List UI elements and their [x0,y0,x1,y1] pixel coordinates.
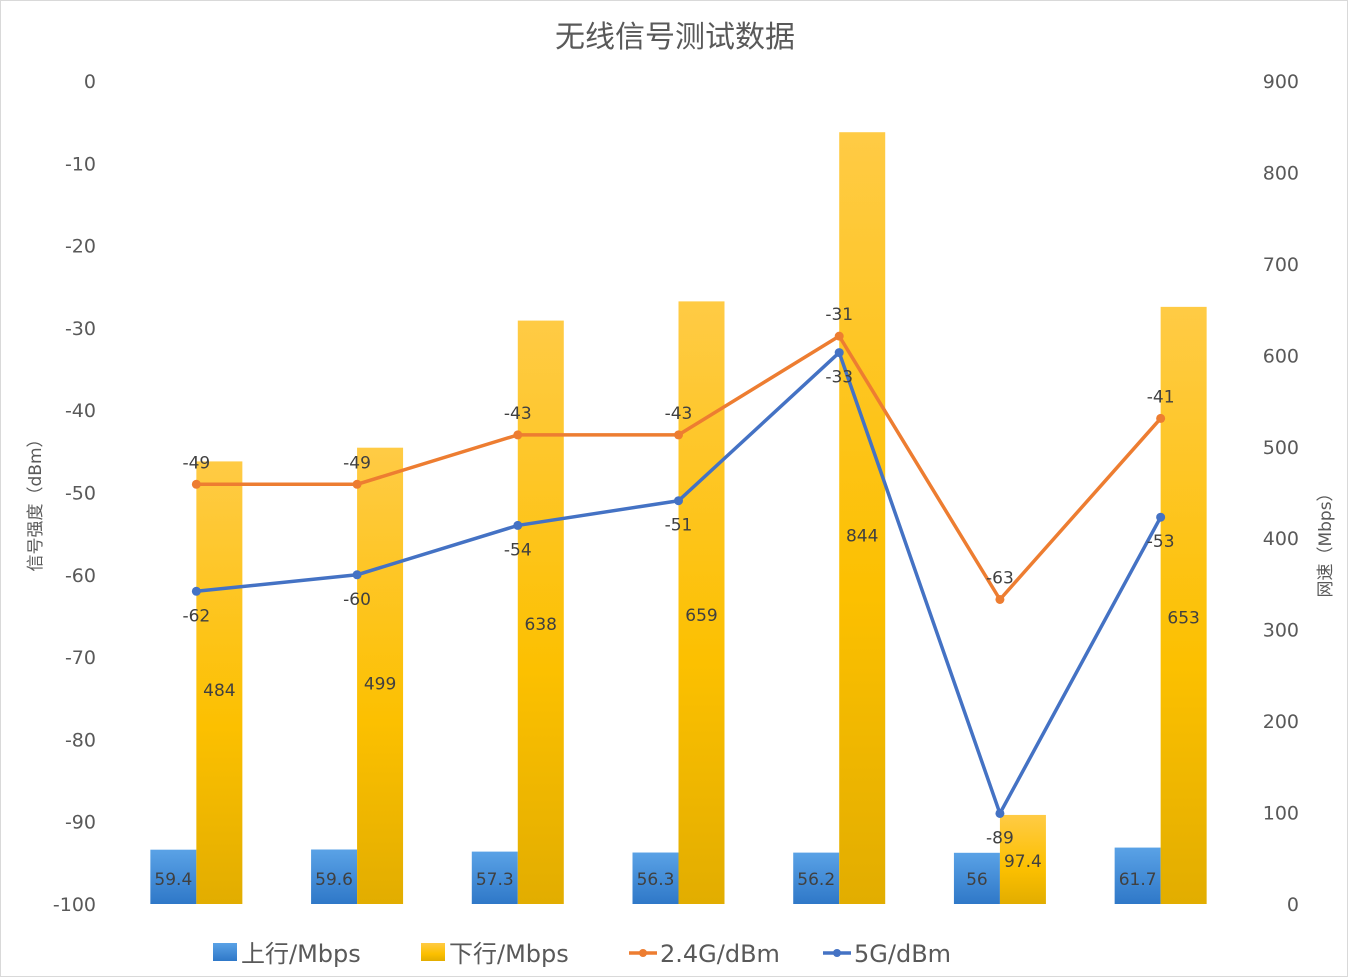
upload-bar [311,849,358,904]
label-2-4g: -49 [182,453,210,473]
legend-label: 上行/Mbps [241,940,361,968]
y-left-tick: -70 [65,647,96,669]
point-5g [191,586,201,596]
y-left-tick: -40 [65,400,96,422]
label-5g: -53 [1147,532,1175,552]
chart-title: 无线信号测试数据 [555,20,795,55]
download-bar-label: 484 [203,681,235,701]
legend-label: 下行/Mbps [449,940,569,968]
point-5g [995,808,1005,818]
y-left-tick: -50 [65,483,96,505]
download-bar [999,814,1046,904]
y-right-tick: 300 [1263,620,1299,642]
upload-bar [793,852,840,904]
download-bar [678,301,725,904]
point-2-4g [1156,413,1166,423]
upload-bar-label: 56 [966,870,988,890]
legend-label: 2.4G/dBm [660,940,780,968]
y-right-tick: 900 [1263,71,1299,93]
download-bar [357,447,404,904]
point-2-4g [995,594,1005,604]
point-2-4g [191,479,201,489]
bar-series [150,132,1207,905]
download-bar [517,320,564,904]
legend-swatch-marker [639,949,647,957]
label-5g: -54 [504,540,532,560]
download-bar-label: 97.4 [1004,852,1042,872]
label-2-4g: -49 [343,453,371,473]
download-bar-label: 844 [846,526,878,546]
upload-bar [953,852,1000,904]
y-left-axis-title: 信号强度（dBm） [26,430,46,571]
y-left-tick: -80 [65,729,96,751]
point-5g [352,570,362,580]
y-right-tick: 600 [1263,345,1299,367]
download-bar [839,132,886,905]
y-left-tick-labels: 0 -10 -20 -30 -40 -50 -60 -70 -80 -90 -100 [53,71,96,916]
point-2-4g [674,430,683,440]
y-right-tick: 400 [1263,528,1299,550]
point-5g [513,520,523,530]
label-2-4g: -63 [986,568,1014,588]
y-left-tick: -60 [65,565,96,587]
download-bar-label: 638 [525,615,557,635]
label-5g: -89 [986,828,1014,848]
point-2-4g [834,331,844,341]
y-right-tick: 0 [1287,894,1299,916]
legend-swatch [213,943,237,961]
download-bar [1160,306,1207,904]
point-5g [1156,512,1166,522]
y-left-tick: -90 [65,812,96,834]
y-right-tick: 200 [1263,711,1299,733]
download-bar [196,461,243,904]
y-right-tick: 500 [1263,437,1299,459]
line-series [191,331,1166,818]
upload-bar [632,852,679,904]
label-5g: -51 [665,516,693,536]
y-right-tick: 100 [1263,803,1299,825]
upload-bar [150,849,197,904]
upload-bar-label: 59.6 [315,870,353,890]
point-5g [674,496,683,506]
y-right-tick: 800 [1263,162,1299,184]
download-bar-label: 659 [685,606,717,626]
label-5g: -33 [825,368,853,388]
legend-label: 5G/dBm [854,940,951,968]
legend-swatch-marker [833,949,841,957]
label-2-4g: -43 [665,404,693,424]
point-2-4g [352,479,362,489]
label-5g: -62 [182,606,210,626]
y-right-tick-labels: 900 800 700 600 500 400 300 200 100 0 [1263,71,1299,916]
upload-bar [1114,847,1161,904]
upload-bar-label: 57.3 [476,870,514,890]
point-2-4g [513,430,523,440]
upload-bar [471,851,518,904]
upload-bar-label: 59.4 [154,870,192,890]
data-labels: 59.4 59.6 57.3 56.3 56.2 56 61.7 484 499 638 659 84… [154,305,1199,890]
upload-bar-label: 56.3 [637,870,675,890]
legend-swatch [421,943,445,961]
label-2-4g: -43 [504,404,532,424]
point-5g [834,348,844,358]
y-left-tick: -20 [65,236,96,258]
y-left-tick: -10 [65,153,96,175]
label-5g: -60 [343,590,371,610]
y-left-tick: -100 [53,894,96,916]
upload-bar-label: 61.7 [1119,870,1157,890]
y-left-tick: -30 [65,318,96,340]
legend: 上行/Mbps 下行/Mbps 2.4G/dBm 5G/dBm [213,940,951,968]
y-right-tick: 700 [1263,254,1299,276]
upload-bar-label: 56.2 [797,870,835,890]
download-bar-label: 499 [364,675,396,695]
label-2-4g: -31 [825,305,853,325]
y-right-axis-title: 网速（Mbps） [1316,484,1336,597]
label-2-4g: -41 [1147,387,1175,407]
y-left-tick: 0 [84,71,96,93]
download-bar-label: 653 [1167,608,1199,628]
